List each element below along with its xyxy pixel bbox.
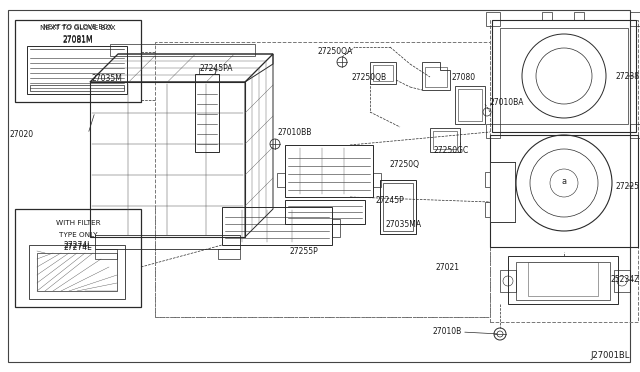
Bar xyxy=(373,65,393,81)
Bar xyxy=(486,124,500,138)
Bar xyxy=(373,173,381,187)
Bar xyxy=(222,207,332,245)
Bar xyxy=(383,183,413,231)
Text: 27250GC: 27250GC xyxy=(434,145,469,154)
Text: 27080: 27080 xyxy=(452,73,476,81)
Bar xyxy=(199,68,215,74)
Text: a: a xyxy=(561,176,566,186)
Text: 27225: 27225 xyxy=(616,182,640,190)
Text: 27081M: 27081M xyxy=(63,35,93,44)
Bar xyxy=(508,256,618,304)
Text: 27250QA: 27250QA xyxy=(318,46,353,55)
Text: 27035M: 27035M xyxy=(92,74,123,83)
Bar xyxy=(37,253,117,291)
Text: TYPE ONLY: TYPE ONLY xyxy=(59,232,97,238)
Bar xyxy=(500,28,628,124)
Bar xyxy=(285,145,373,197)
Bar xyxy=(15,209,141,307)
Text: 27238: 27238 xyxy=(616,71,640,80)
Bar xyxy=(110,44,255,56)
Text: 27250QB: 27250QB xyxy=(352,73,387,81)
Bar xyxy=(277,173,285,187)
Bar xyxy=(15,20,141,102)
Text: 27250Q: 27250Q xyxy=(390,160,420,169)
Bar xyxy=(380,180,416,234)
Text: 27010BB: 27010BB xyxy=(277,128,312,137)
Text: 27020: 27020 xyxy=(10,129,34,138)
Bar xyxy=(455,86,485,124)
Bar xyxy=(425,67,447,87)
Text: 27274L: 27274L xyxy=(64,241,92,250)
Text: 27035MA: 27035MA xyxy=(386,219,422,228)
Bar xyxy=(490,162,515,222)
Bar xyxy=(370,62,396,84)
Bar xyxy=(218,249,240,259)
Bar xyxy=(430,128,460,152)
Bar xyxy=(485,202,493,217)
Bar xyxy=(90,82,245,237)
Bar xyxy=(630,124,640,138)
Text: 27081M: 27081M xyxy=(63,35,93,45)
Bar xyxy=(490,135,638,247)
Bar xyxy=(485,172,493,187)
Bar xyxy=(433,131,457,149)
Text: NEXT TO GLOVE BOX: NEXT TO GLOVE BOX xyxy=(44,24,113,30)
Bar xyxy=(195,74,219,152)
Text: WITH FILTER: WITH FILTER xyxy=(56,220,100,226)
Bar xyxy=(155,42,490,317)
Text: 27245PA: 27245PA xyxy=(200,64,234,73)
Bar xyxy=(27,46,127,94)
Text: 27021: 27021 xyxy=(435,263,459,272)
Bar xyxy=(458,89,482,121)
Text: 27274L: 27274L xyxy=(64,243,92,251)
Bar xyxy=(30,85,124,91)
Bar xyxy=(630,12,640,26)
Bar xyxy=(486,12,500,26)
Text: 27245P: 27245P xyxy=(375,196,404,205)
Bar xyxy=(516,262,610,300)
Text: 25234Z: 25234Z xyxy=(611,276,640,285)
Bar xyxy=(285,200,365,224)
Bar xyxy=(332,219,340,237)
Bar xyxy=(614,270,630,292)
Bar xyxy=(29,245,125,299)
Bar xyxy=(542,12,552,20)
Text: 27010B: 27010B xyxy=(433,327,462,337)
Bar xyxy=(490,20,638,322)
Bar xyxy=(492,20,636,132)
Text: 27255P: 27255P xyxy=(290,247,319,257)
Text: J27001BL: J27001BL xyxy=(591,352,630,360)
Bar xyxy=(500,270,516,292)
Bar xyxy=(95,249,117,259)
Bar xyxy=(95,235,240,249)
Text: NEXT TO GLOVE BOX: NEXT TO GLOVE BOX xyxy=(40,25,116,31)
Text: 27010BA: 27010BA xyxy=(490,97,525,106)
Bar xyxy=(574,12,584,20)
